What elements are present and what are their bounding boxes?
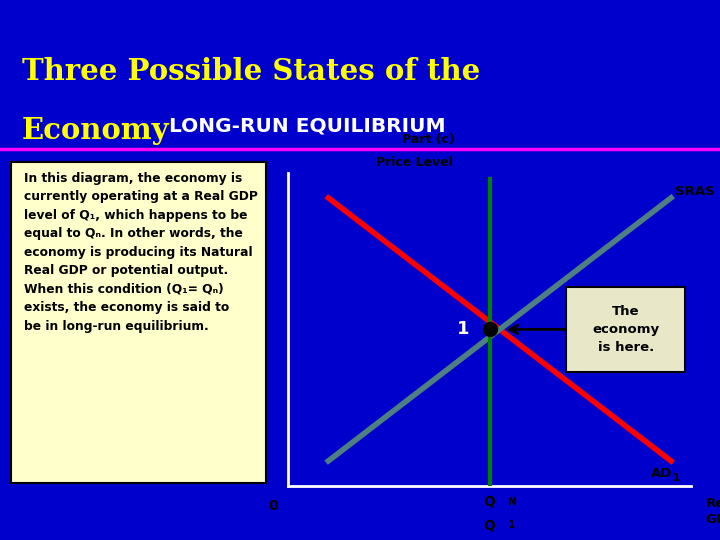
Text: In this diagram, the economy is
currently operating at a Real GDP
level of Q₁, w: In this diagram, the economy is currentl… <box>24 172 258 333</box>
Text: Price Level: Price Level <box>376 156 452 168</box>
Text: 1: 1 <box>457 320 469 339</box>
Text: The
economy
is here.: The economy is here. <box>592 305 660 354</box>
FancyBboxPatch shape <box>566 287 685 372</box>
Text: SRAS: SRAS <box>675 185 715 198</box>
Text: N: N <box>508 497 516 507</box>
Text: Q: Q <box>484 519 495 533</box>
Text: Three Possible States of the: Three Possible States of the <box>22 57 480 86</box>
Text: Q: Q <box>484 495 495 509</box>
Text: AD: AD <box>651 467 672 480</box>
Text: 1: 1 <box>673 473 680 483</box>
Text: Real
GDP: Real GDP <box>706 497 720 526</box>
Text: 1: 1 <box>508 521 515 530</box>
Text: Part (c): Part (c) <box>402 133 455 146</box>
Text: Economy: Economy <box>22 116 169 145</box>
Text: 0: 0 <box>269 498 278 512</box>
Text: LONG-RUN EQUILIBRIUM: LONG-RUN EQUILIBRIUM <box>169 116 446 135</box>
